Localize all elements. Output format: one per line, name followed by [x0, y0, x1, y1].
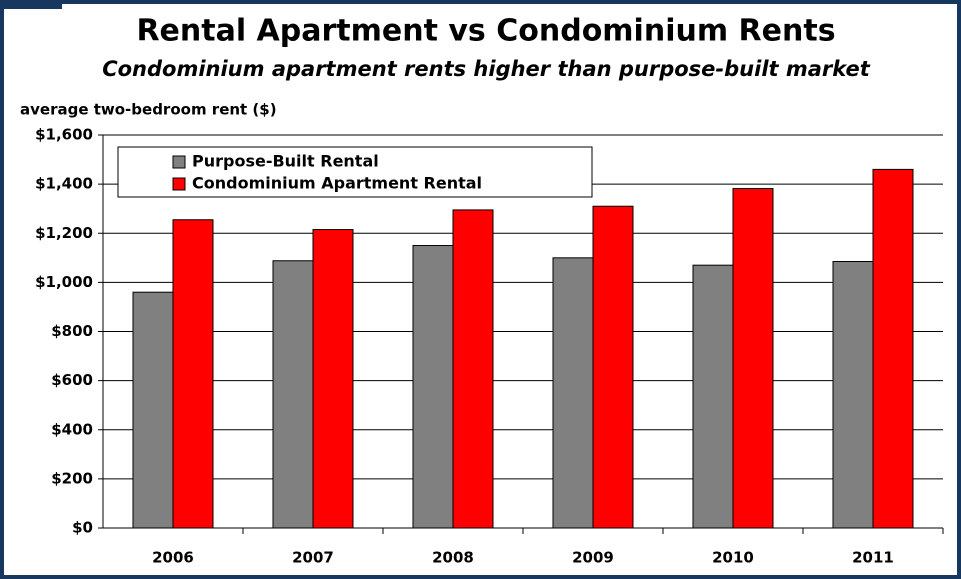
x-tick-label: 2007: [292, 549, 334, 567]
bar: [692, 264, 734, 529]
x-tick-label: 2010: [712, 549, 754, 567]
x-tick-label: 2008: [432, 549, 474, 567]
legend-box: [117, 146, 593, 198]
x-tick-label: 2006: [152, 549, 194, 567]
y-tick-label: $200: [51, 469, 93, 487]
chart-title: Rental Apartment vs Condominium Rents: [136, 14, 835, 49]
legend-label: Condominium Apartment Rental: [192, 174, 482, 193]
bar: [132, 291, 174, 529]
x-tick-label: 2011: [852, 549, 894, 567]
y-tick-label: $1,000: [35, 273, 93, 291]
legend-label: Purpose-Built Rental: [192, 152, 379, 171]
y-axis-label: average two-bedroom rent ($): [20, 101, 277, 119]
y-tick-label: $1,600: [35, 126, 93, 144]
y-tick-label: $400: [51, 420, 93, 438]
bar: [172, 219, 214, 529]
y-tick-label: $1,400: [35, 175, 93, 193]
legend-swatch: [172, 177, 186, 191]
bar: [592, 205, 634, 529]
bar: [872, 168, 914, 529]
y-tick-label: $600: [51, 371, 93, 389]
bar: [412, 245, 454, 529]
bar: [552, 257, 594, 529]
y-tick-label: $1,200: [35, 224, 93, 242]
chart-subtitle: Condominium apartment rents higher than …: [102, 57, 871, 81]
bar: [452, 209, 494, 529]
x-tick-label: 2009: [572, 549, 614, 567]
y-tick-label: $800: [51, 322, 93, 340]
bar: [832, 260, 874, 529]
bar: [272, 260, 314, 529]
corner-tab: [0, 0, 62, 9]
y-tick-label: $0: [72, 519, 93, 537]
bar: [312, 229, 354, 529]
bar: [732, 188, 774, 529]
legend-swatch: [172, 155, 186, 169]
